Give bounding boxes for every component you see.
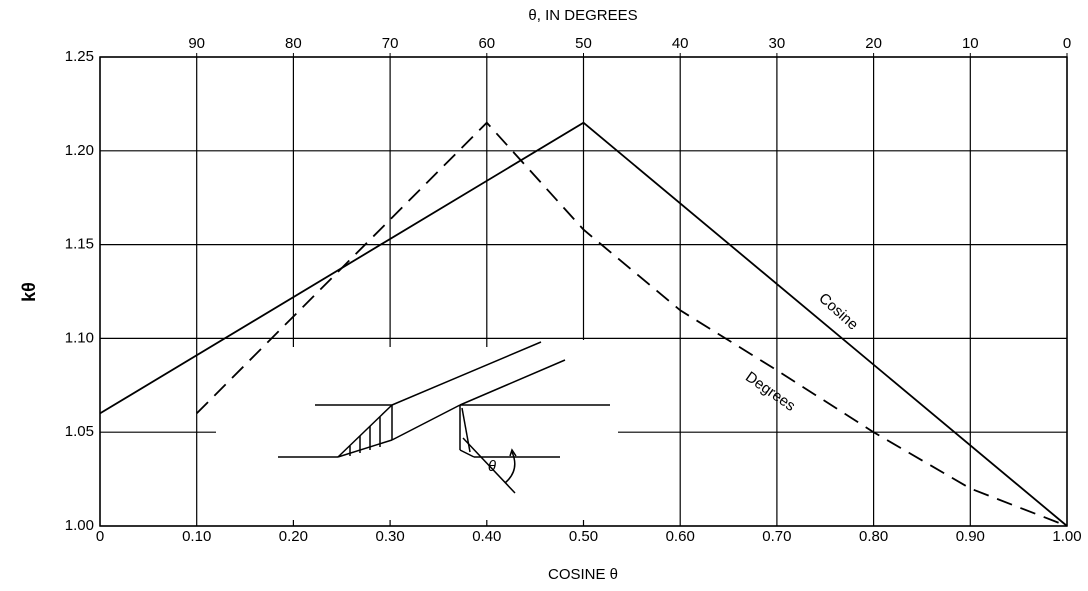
x-tick-label: 0.80	[859, 528, 888, 545]
series-label: Cosine	[815, 290, 861, 334]
y-tick-label: 1.20	[65, 142, 94, 159]
y-tick-label: 1.00	[65, 517, 94, 534]
x2-tick-label: 80	[285, 35, 302, 52]
x2-tick-label: 60	[478, 35, 495, 52]
y-tick-label: 1.10	[65, 329, 94, 346]
x2-tick-label: 70	[382, 35, 399, 52]
x-tick-label: 0.60	[666, 528, 695, 545]
x2-tick-label: 90	[188, 35, 205, 52]
x2-tick-label: 40	[672, 35, 689, 52]
x-tick-label: 1.00	[1052, 528, 1081, 545]
x-tick-label: 0.10	[182, 528, 211, 545]
x-tick-label: 0.20	[279, 528, 308, 545]
x2-tick-label: 30	[769, 35, 786, 52]
x-tick-label: 0.40	[472, 528, 501, 545]
x2-tick-label: 0	[1063, 35, 1071, 52]
y-tick-label: 1.05	[65, 423, 94, 440]
series-line	[196, 121, 1068, 527]
x-tick-label: 0.30	[375, 528, 404, 545]
x-tick-label: 0.90	[956, 528, 985, 545]
x-tick-label: 0.50	[569, 528, 598, 545]
top-axis-title: θ, IN DEGREES	[528, 7, 637, 24]
x-axis-title: COSINE θ	[548, 566, 618, 583]
inset-diagram	[278, 341, 610, 494]
y-tick-label: 1.25	[65, 48, 94, 65]
x2-tick-label: 10	[962, 35, 979, 52]
series-label: Degrees	[742, 368, 798, 414]
x2-tick-label: 50	[575, 35, 592, 52]
inset-background	[216, 347, 618, 520]
y-tick-label: 1.15	[65, 236, 94, 253]
x-tick-label: 0.70	[762, 528, 791, 545]
x2-tick-label: 20	[865, 35, 882, 52]
series-line	[99, 121, 1068, 527]
x-tick-label: 0	[96, 528, 104, 545]
inset-background	[522, 340, 618, 350]
y-axis-title: kθ	[19, 282, 39, 302]
inset-label: θ	[488, 458, 496, 475]
